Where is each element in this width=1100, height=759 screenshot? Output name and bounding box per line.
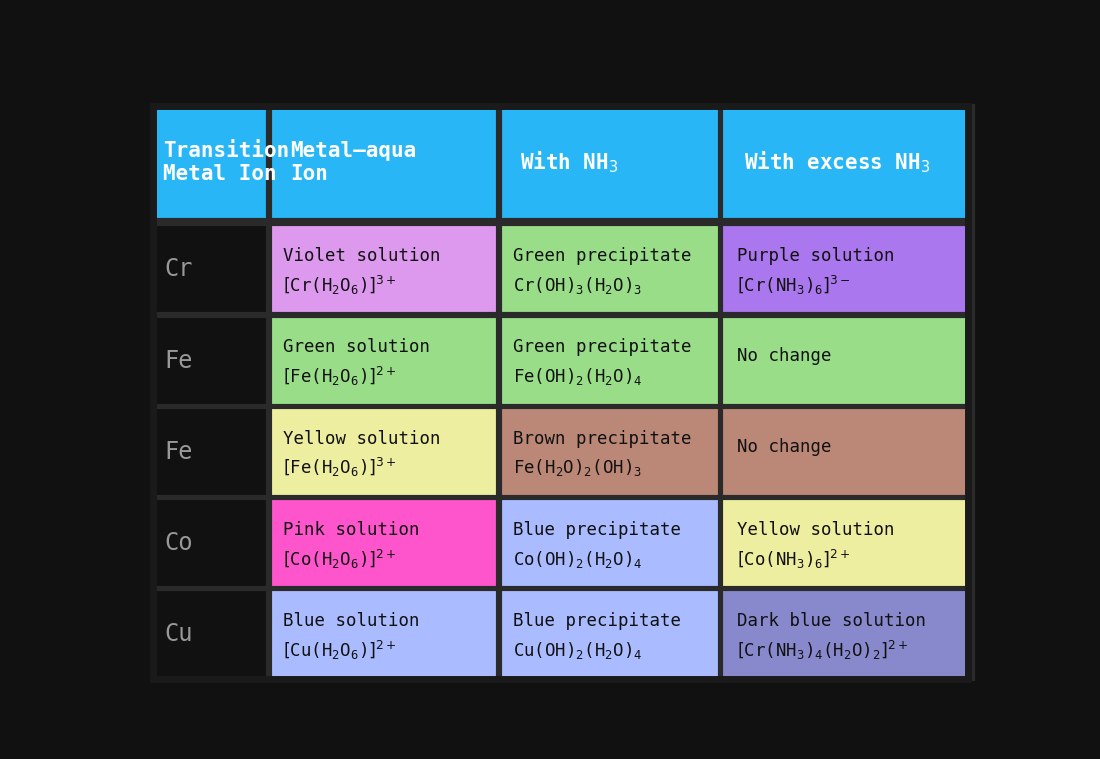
Text: Blue precipitate: Blue precipitate [513,521,681,539]
Text: $[\mathregular{Fe(H_2O_6)}]^{3+}$: $[\mathregular{Fe(H_2O_6)}]^{3+}$ [284,456,397,480]
Bar [153,106,268,219]
Text: Metal–aqua
Ion: Metal–aqua Ion [290,141,417,184]
Bar [153,589,268,679]
Text: $[\mathregular{Fe(H_2O_6)}]^{2+}$: $[\mathregular{Fe(H_2O_6)}]^{2+}$ [284,365,397,389]
Bar [153,498,268,587]
Text: $\mathregular{Fe(OH)_2(H_2O)_4}$: $\mathregular{Fe(OH)_2(H_2O)_4}$ [513,366,642,387]
Bar [499,498,719,587]
Bar [270,498,498,587]
Bar [722,316,974,405]
Text: Yellow solution: Yellow solution [284,430,441,448]
Text: Violet solution: Violet solution [284,247,441,266]
Text: $[\mathregular{Cr(H_2O_6)}]^{3+}$: $[\mathregular{Cr(H_2O_6)}]^{3+}$ [284,274,397,297]
Text: $\mathregular{Cr(OH)_3(H_2O)_3}$: $\mathregular{Cr(OH)_3(H_2O)_3}$ [513,275,642,296]
Bar [499,106,719,219]
Text: Green precipitate: Green precipitate [513,339,692,357]
Text: $\mathregular{Fe(H_2O)_2(OH)_3}$: $\mathregular{Fe(H_2O)_2(OH)_3}$ [513,458,642,478]
Text: Green precipitate: Green precipitate [513,247,692,266]
Text: $[\mathregular{Cu(H_2O_6)}]^{2+}$: $[\mathregular{Cu(H_2O_6)}]^{2+}$ [284,638,397,662]
Text: Fe: Fe [164,348,192,373]
Text: $[\mathregular{Co(NH_3)_6}]^{2+}$: $[\mathregular{Co(NH_3)_6}]^{2+}$ [737,547,850,571]
Bar [499,407,719,496]
Text: Yellow solution: Yellow solution [737,521,894,539]
Text: Purple solution: Purple solution [737,247,894,266]
Text: $[\mathregular{Co(H_2O_6)}]^{2+}$: $[\mathregular{Co(H_2O_6)}]^{2+}$ [284,547,397,571]
Text: No change: No change [737,347,832,365]
Text: Blue precipitate: Blue precipitate [513,612,681,630]
Text: Pink solution: Pink solution [284,521,420,539]
Bar [499,225,719,314]
Text: Cu: Cu [164,622,192,646]
Bar [722,106,974,219]
Bar [270,225,498,314]
Bar [722,225,974,314]
Bar [270,589,498,679]
Text: $[\mathregular{Cr(NH_3)_6}]^{3-}$: $[\mathregular{Cr(NH_3)_6}]^{3-}$ [737,274,850,297]
Bar [153,225,268,314]
Bar [722,498,974,587]
Bar [499,589,719,679]
Text: Fe: Fe [164,439,192,464]
Bar [722,407,974,496]
Text: Transition
Metal Ion: Transition Metal Ion [163,141,289,184]
Bar [270,407,498,496]
Bar [722,589,974,679]
Bar [499,316,719,405]
Bar [270,316,498,405]
Text: Green solution: Green solution [284,339,430,357]
Text: $\mathregular{Co(OH)_2(H_2O)_4}$: $\mathregular{Co(OH)_2(H_2O)_4}$ [513,549,642,569]
Text: $[\mathregular{Cr(NH_3)_4(H_2O)_2}]^{2+}$: $[\mathregular{Cr(NH_3)_4(H_2O)_2}]^{2+}… [737,638,907,662]
Text: Co: Co [164,531,192,555]
Text: With NH$_3$: With NH$_3$ [519,150,618,175]
Text: No change: No change [737,438,832,456]
Bar [153,316,268,405]
Text: $\mathregular{Cu(OH)_2(H_2O)_4}$: $\mathregular{Cu(OH)_2(H_2O)_4}$ [513,640,642,661]
Bar [153,407,268,496]
Bar [270,106,498,219]
Text: Dark blue solution: Dark blue solution [737,612,925,630]
Text: With excess NH$_3$: With excess NH$_3$ [744,150,931,175]
Text: Blue solution: Blue solution [284,612,420,630]
Text: Brown precipitate: Brown precipitate [513,430,692,448]
Text: Cr: Cr [164,257,192,282]
